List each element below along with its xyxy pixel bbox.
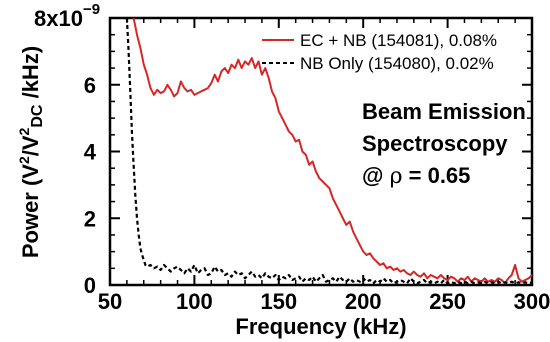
y-tick-label-6: 6 — [84, 73, 96, 98]
annotation-line1: Beam Emission — [362, 99, 526, 124]
y-label-base: Power (V — [18, 164, 43, 258]
legend: EC + NB (154081), 0.08% NB Only (154080)… — [262, 31, 497, 73]
legend-label-nb-only: NB Only (154080), 0.02% — [300, 54, 494, 73]
y-label-exp2: 2 — [16, 127, 32, 135]
series-line-1 — [125, 17, 533, 285]
y-multiplier-exponent: −9 — [83, 1, 100, 18]
y-tick-label-4: 4 — [84, 140, 97, 165]
y-label-tail: /kHz) — [18, 46, 43, 105]
series-layer — [125, 17, 533, 285]
x-tick-label-50: 50 — [98, 289, 122, 314]
annotation: Beam Emission Spectroscopy @ ρ = 0.65 — [362, 99, 526, 189]
series-line-0 — [132, 17, 533, 285]
annotation-line3-prefix: @ — [362, 163, 390, 188]
x-tick-label-150: 150 — [260, 289, 297, 314]
legend-label-ec-nb: EC + NB (154081), 0.08% — [300, 31, 497, 50]
y-tick-label-0: 0 — [84, 273, 96, 298]
x-tick-label-100: 100 — [176, 289, 213, 314]
annotation-line3-symbol: ρ — [390, 164, 403, 189]
axis-ticks: 50 100 150 200 250 300 0 2 4 6 — [84, 18, 550, 314]
x-axis-label: Frequency (kHz) — [235, 314, 406, 339]
y-tick-label-2: 2 — [84, 206, 96, 231]
y-multiplier-base: 8x10 — [34, 6, 83, 31]
x-tick-label-300: 300 — [514, 289, 550, 314]
y-multiplier-label: 8x10−9 — [34, 1, 100, 31]
x-tick-label-200: 200 — [345, 289, 382, 314]
y-label-mid: /V — [18, 135, 43, 156]
y-label-sub: DC — [29, 104, 46, 128]
y-axis-label: Power (V2/V2DC /kHz) — [16, 46, 46, 258]
y-label-exp1: 2 — [16, 156, 32, 164]
annotation-line3-suffix: = 0.65 — [403, 163, 471, 188]
x-tick-label-250: 250 — [429, 289, 466, 314]
annotation-line3: @ ρ = 0.65 — [362, 163, 470, 189]
annotation-line2: Spectroscopy — [362, 131, 508, 156]
